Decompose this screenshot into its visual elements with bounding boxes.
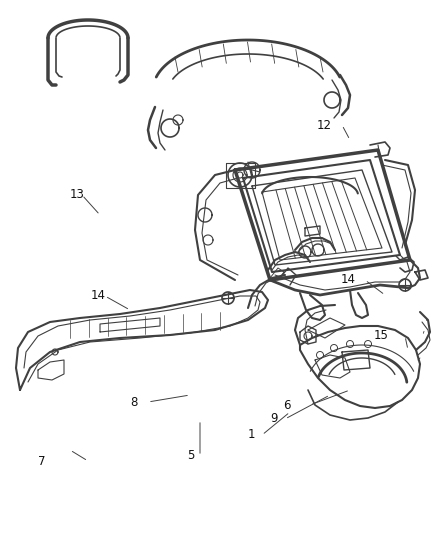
Text: 1: 1 [248, 428, 256, 441]
Text: 5: 5 [187, 449, 194, 462]
Text: 7: 7 [38, 455, 46, 467]
Text: 6: 6 [283, 399, 291, 411]
Text: 8: 8 [130, 396, 137, 409]
Text: 12: 12 [317, 119, 332, 132]
Text: 15: 15 [374, 329, 389, 342]
Text: 14: 14 [341, 273, 356, 286]
Text: 14: 14 [91, 289, 106, 302]
Text: 13: 13 [69, 188, 84, 201]
Text: 9: 9 [270, 412, 278, 425]
